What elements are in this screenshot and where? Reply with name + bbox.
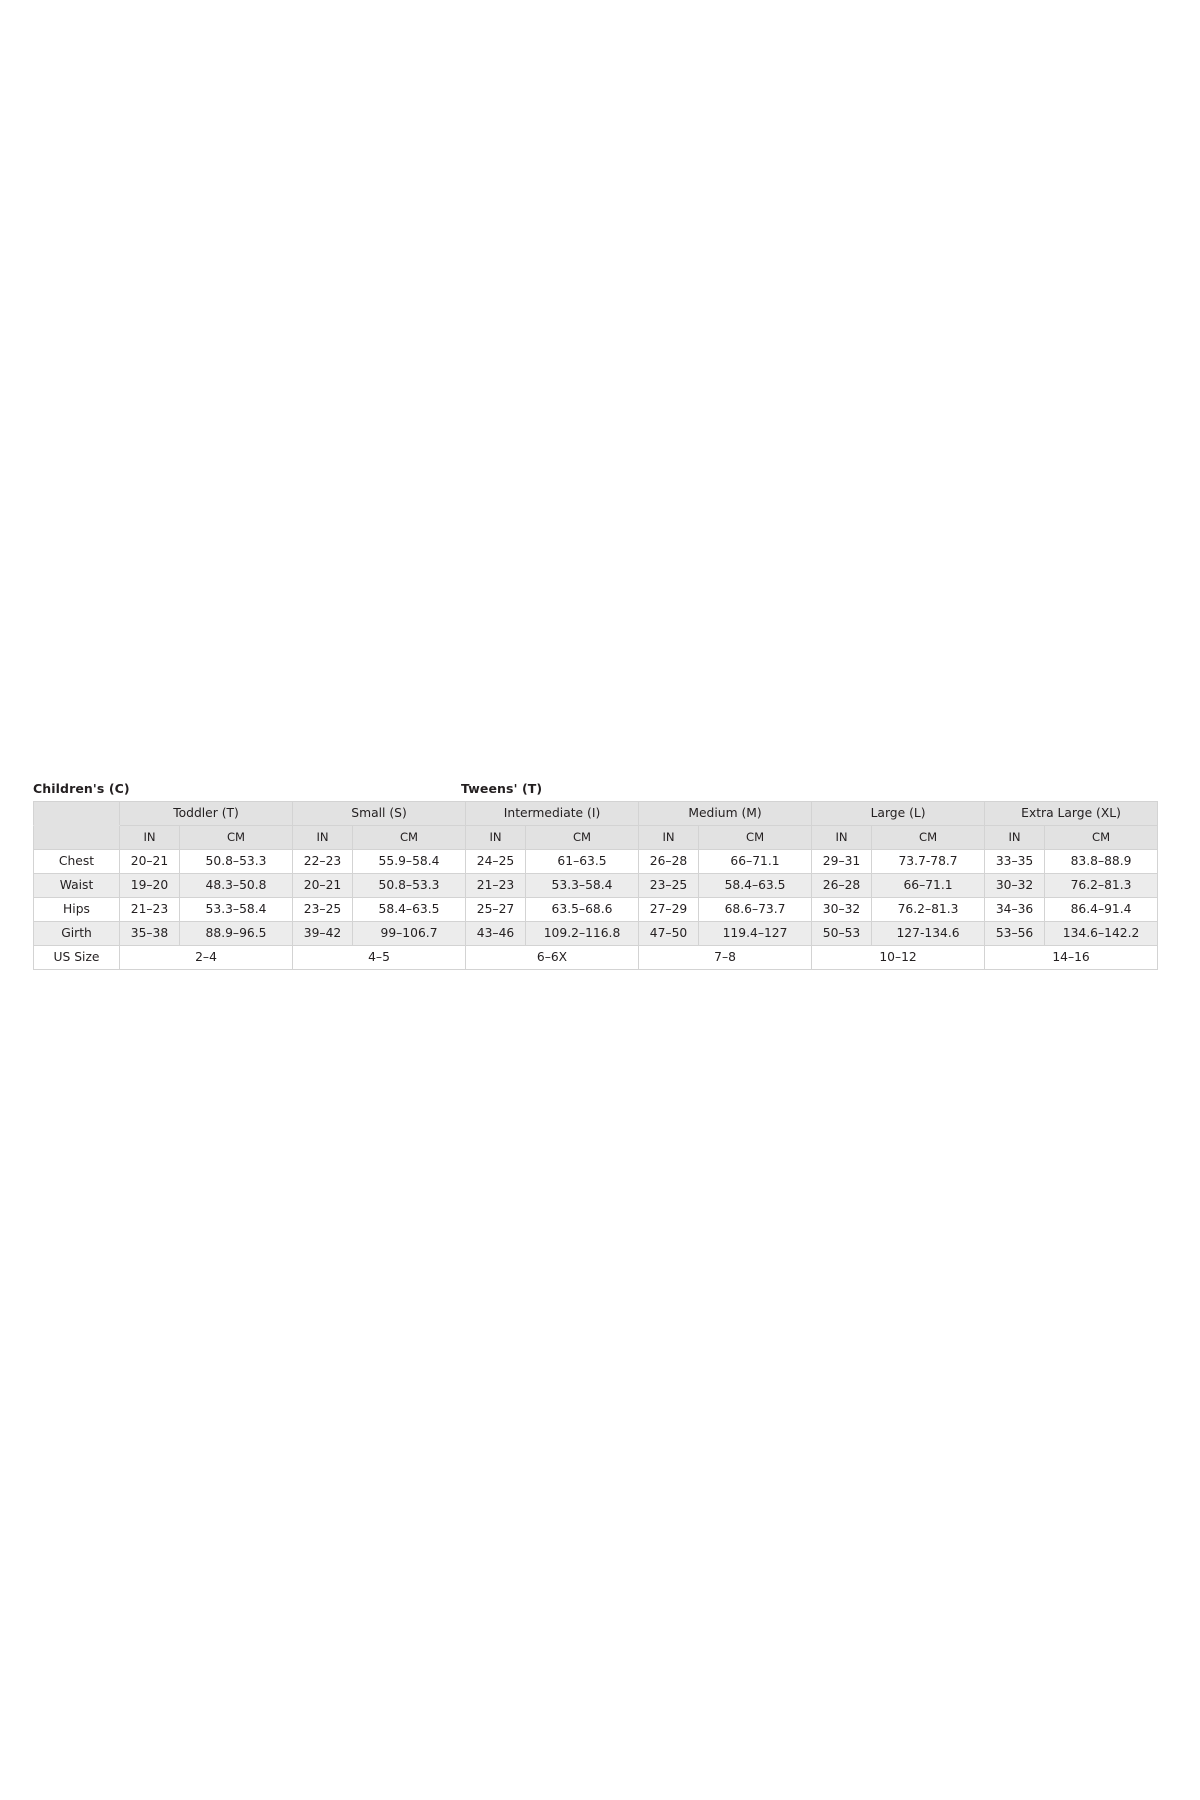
- header-group-large: Large (L): [811, 801, 986, 826]
- cell-waist-large-in: 26–28: [811, 873, 873, 898]
- cell-chest-extra-large-in: 33–35: [984, 849, 1046, 874]
- cell-girth-medium-cm: 119.4–127: [698, 921, 813, 946]
- table-header-size-groups: Toddler (T) Small (S) Intermediate (I) M…: [33, 801, 1159, 826]
- cell-us-size-toddler: 2–4: [118, 945, 294, 970]
- row-label-waist: Waist: [33, 873, 120, 898]
- header-unit-cm-extra-large: CM: [1044, 825, 1159, 850]
- cell-waist-medium-in: 23–25: [638, 873, 700, 898]
- row-label-chest: Chest: [33, 849, 120, 874]
- cell-hips-intermediate-in: 25–27: [465, 897, 527, 922]
- cell-chest-medium-cm: 66–71.1: [698, 849, 813, 874]
- header-unit-cm-medium: CM: [698, 825, 813, 850]
- cell-us-size-extra-large: 14–16: [984, 945, 1159, 970]
- cell-girth-intermediate-cm: 109.2–116.8: [525, 921, 640, 946]
- cell-hips-intermediate-cm: 63.5–68.6: [525, 897, 640, 922]
- cell-chest-small-in: 22–23: [292, 849, 354, 874]
- cell-hips-toddler-in: 21–23: [119, 897, 180, 922]
- cell-hips-toddler-cm: 53.3–58.4: [178, 897, 294, 922]
- cell-hips-large-in: 30–32: [811, 897, 873, 922]
- header-group-extra-large: Extra Large (XL): [984, 801, 1159, 826]
- header-group-medium: Medium (M): [638, 801, 813, 826]
- cell-chest-large-cm: 73.7-78.7: [871, 849, 986, 874]
- table-row: Waist 19–20 48.3–50.8 20–21 50.8–53.3 21…: [33, 873, 1159, 898]
- cell-chest-toddler-in: 20–21: [119, 849, 180, 874]
- header-unit-in-toddler: IN: [119, 825, 180, 850]
- header-unit-in-medium: IN: [638, 825, 700, 850]
- cell-chest-small-cm: 55.9–58.4: [352, 849, 467, 874]
- cell-waist-medium-cm: 58.4–63.5: [698, 873, 813, 898]
- header-unit-in-small: IN: [292, 825, 354, 850]
- row-label-us-size: US Size: [33, 945, 120, 970]
- header-unit-in-large: IN: [811, 825, 873, 850]
- cell-waist-intermediate-cm: 53.3–58.4: [525, 873, 640, 898]
- cell-us-size-small: 4–5: [292, 945, 467, 970]
- category-label-tweens: Tweens' (T): [461, 781, 543, 796]
- row-label-girth: Girth: [33, 921, 120, 946]
- header-unit-cm-toddler: CM: [178, 825, 294, 850]
- header-unit-cm-large: CM: [871, 825, 986, 850]
- cell-waist-toddler-cm: 48.3–50.8: [178, 873, 294, 898]
- size-chart-table: Toddler (T) Small (S) Intermediate (I) M…: [33, 801, 1159, 970]
- cell-hips-small-in: 23–25: [292, 897, 354, 922]
- cell-hips-small-cm: 58.4–63.5: [352, 897, 467, 922]
- cell-waist-large-cm: 66–71.1: [871, 873, 986, 898]
- cell-girth-small-cm: 99–106.7: [352, 921, 467, 946]
- cell-hips-large-cm: 76.2–81.3: [871, 897, 986, 922]
- size-chart-container: Children's (C) Tweens' (T) Toddler (T) S…: [33, 781, 1159, 970]
- cell-waist-extra-large-cm: 76.2–81.3: [1044, 873, 1159, 898]
- cell-chest-intermediate-in: 24–25: [465, 849, 527, 874]
- table-header-units: IN CM IN CM IN CM IN CM IN CM IN CM: [33, 825, 1159, 850]
- header-unit-cm-intermediate: CM: [525, 825, 640, 850]
- header-unit-in-extra-large: IN: [984, 825, 1046, 850]
- cell-waist-intermediate-in: 21–23: [465, 873, 527, 898]
- category-labels: Children's (C) Tweens' (T): [33, 781, 1157, 801]
- cell-us-size-medium: 7–8: [638, 945, 813, 970]
- cell-waist-small-cm: 50.8–53.3: [352, 873, 467, 898]
- cell-girth-toddler-in: 35–38: [119, 921, 180, 946]
- cell-girth-small-in: 39–42: [292, 921, 354, 946]
- header-group-toddler: Toddler (T): [118, 801, 294, 826]
- cell-girth-intermediate-in: 43–46: [465, 921, 527, 946]
- cell-girth-large-cm: 127-134.6: [871, 921, 986, 946]
- cell-waist-small-in: 20–21: [292, 873, 354, 898]
- cell-hips-medium-in: 27–29: [638, 897, 700, 922]
- table-row: Hips 21–23 53.3–58.4 23–25 58.4–63.5 25–…: [33, 897, 1159, 922]
- cell-hips-extra-large-in: 34–36: [984, 897, 1046, 922]
- cell-girth-medium-in: 47–50: [638, 921, 700, 946]
- cell-us-size-intermediate: 6–6X: [465, 945, 640, 970]
- cell-chest-toddler-cm: 50.8–53.3: [178, 849, 294, 874]
- table-row: Girth 35–38 88.9–96.5 39–42 99–106.7 43–…: [33, 921, 1159, 946]
- cell-hips-extra-large-cm: 86.4–91.4: [1044, 897, 1159, 922]
- cell-chest-intermediate-cm: 61–63.5: [525, 849, 640, 874]
- cell-waist-toddler-in: 19–20: [119, 873, 180, 898]
- table-row: Chest 20–21 50.8–53.3 22–23 55.9–58.4 24…: [33, 849, 1159, 874]
- header-group-intermediate: Intermediate (I): [465, 801, 640, 826]
- category-label-childrens: Children's (C): [33, 781, 130, 796]
- header-unit-cm-small: CM: [352, 825, 467, 850]
- cell-girth-extra-large-cm: 134.6–142.2: [1044, 921, 1159, 946]
- cell-girth-extra-large-in: 53–56: [984, 921, 1046, 946]
- header-group-small: Small (S): [292, 801, 467, 826]
- cell-chest-large-in: 29–31: [811, 849, 873, 874]
- cell-chest-medium-in: 26–28: [638, 849, 700, 874]
- header-unit-in-intermediate: IN: [465, 825, 527, 850]
- cell-girth-toddler-cm: 88.9–96.5: [178, 921, 294, 946]
- cell-girth-large-in: 50–53: [811, 921, 873, 946]
- cell-hips-medium-cm: 68.6–73.7: [698, 897, 813, 922]
- cell-us-size-large: 10–12: [811, 945, 986, 970]
- header-corner-cell: [33, 801, 120, 826]
- row-label-hips: Hips: [33, 897, 120, 922]
- table-row-us-size: US Size 2–4 4–5 6–6X 7–8 10–12 14–16: [33, 945, 1159, 970]
- cell-waist-extra-large-in: 30–32: [984, 873, 1046, 898]
- header-units-corner-cell: [33, 825, 120, 850]
- cell-chest-extra-large-cm: 83.8–88.9: [1044, 849, 1159, 874]
